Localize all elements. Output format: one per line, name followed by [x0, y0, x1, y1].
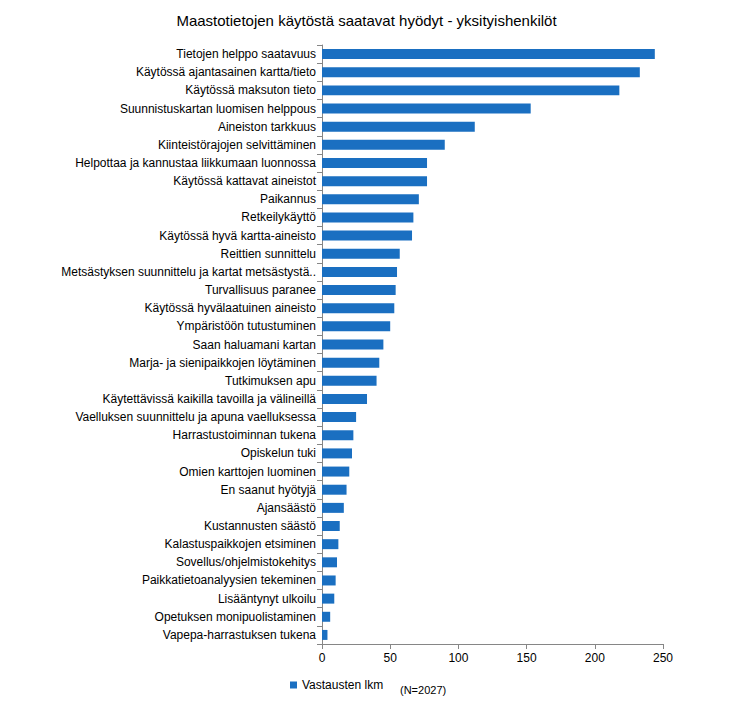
- svg-text:Vaelluksen suunnittelu ja apun: Vaelluksen suunnittelu ja apuna vaelluks…: [75, 410, 316, 424]
- svg-text:Kiinteistörajojen selvittämine: Kiinteistörajojen selvittäminen: [158, 138, 316, 152]
- svg-text:Marja- ja sienipaikkojen löytä: Marja- ja sienipaikkojen löytäminen: [129, 356, 316, 370]
- svg-text:(N=2027): (N=2027): [400, 684, 446, 696]
- svg-text:Käytössä hyvälaatuinen aineist: Käytössä hyvälaatuinen aineisto: [145, 301, 317, 315]
- svg-text:Ympäristöön tutustuminen: Ympäristöön tutustuminen: [177, 319, 316, 333]
- svg-text:150: 150: [517, 651, 537, 665]
- svg-text:Paikkatietoanalyysien tekemine: Paikkatietoanalyysien tekeminen: [142, 573, 316, 587]
- svg-text:Suunnistuskartan luomisen help: Suunnistuskartan luomisen helppous: [120, 102, 316, 116]
- svg-text:Käytettävissä kaikilla tavoill: Käytettävissä kaikilla tavoilla ja välin…: [103, 392, 317, 406]
- svg-text:Käytössä ajantasainen kartta/t: Käytössä ajantasainen kartta/tieto: [136, 65, 316, 79]
- svg-text:100: 100: [448, 651, 468, 665]
- svg-text:Kalastuspaikkojen etsiminen: Kalastuspaikkojen etsiminen: [165, 537, 316, 551]
- svg-text:Lisääntynyt ulkoilu: Lisääntynyt ulkoilu: [218, 592, 316, 606]
- svg-text:50: 50: [384, 651, 398, 665]
- svg-text:0: 0: [319, 651, 326, 665]
- svg-text:Vapepa-harrastuksen tukena: Vapepa-harrastuksen tukena: [163, 628, 317, 642]
- svg-text:Käytössä kattavat aineistot: Käytössä kattavat aineistot: [173, 174, 316, 188]
- svg-text:Helpottaa ja kannustaa liikkum: Helpottaa ja kannustaa liikkumaan luonno…: [75, 156, 316, 170]
- svg-text:Tietojen helppo saatavuus: Tietojen helppo saatavuus: [176, 47, 316, 61]
- svg-text:Kustannusten säästö: Kustannusten säästö: [204, 519, 316, 533]
- svg-text:Opetuksen monipuolistaminen: Opetuksen monipuolistaminen: [155, 610, 316, 624]
- svg-text:En saanut hyötyjä: En saanut hyötyjä: [221, 483, 317, 497]
- svg-text:Saan haluamani kartan: Saan haluamani kartan: [193, 338, 316, 352]
- svg-text:Käytössä hyvä kartta-aineisto: Käytössä hyvä kartta-aineisto: [159, 229, 316, 243]
- svg-text:Tutkimuksen apu: Tutkimuksen apu: [225, 374, 316, 388]
- svg-text:Reittien sunnittelu: Reittien sunnittelu: [221, 247, 316, 261]
- svg-text:Paikannus: Paikannus: [260, 192, 316, 206]
- svg-text:Metsästyksen suunnittelu ja ka: Metsästyksen suunnittelu ja kartat metsä…: [61, 265, 316, 279]
- svg-text:Omien karttojen luominen: Omien karttojen luominen: [179, 465, 316, 479]
- svg-text:Aineiston tarkkuus: Aineiston tarkkuus: [218, 120, 316, 134]
- svg-text:Käytössä maksuton tieto: Käytössä maksuton tieto: [185, 83, 316, 97]
- svg-text:Harrastustoiminnan tukena: Harrastustoiminnan tukena: [173, 428, 317, 442]
- svg-text:Turvallisuus paranee: Turvallisuus paranee: [205, 283, 316, 297]
- svg-text:Retkeilykäyttö: Retkeilykäyttö: [241, 210, 316, 224]
- svg-text:Vastausten lkm: Vastausten lkm: [302, 678, 383, 692]
- svg-text:250: 250: [653, 651, 673, 665]
- svg-text:Maastotietojen käytöstä saatav: Maastotietojen käytöstä saatavat hyödyt …: [176, 12, 557, 29]
- svg-text:Ajansäästö: Ajansäästö: [257, 501, 317, 515]
- svg-text:Opiskelun tuki: Opiskelun tuki: [241, 446, 316, 460]
- svg-text:Sovellus/ohjelmistokehitys: Sovellus/ohjelmistokehitys: [176, 555, 316, 569]
- svg-text:200: 200: [585, 651, 605, 665]
